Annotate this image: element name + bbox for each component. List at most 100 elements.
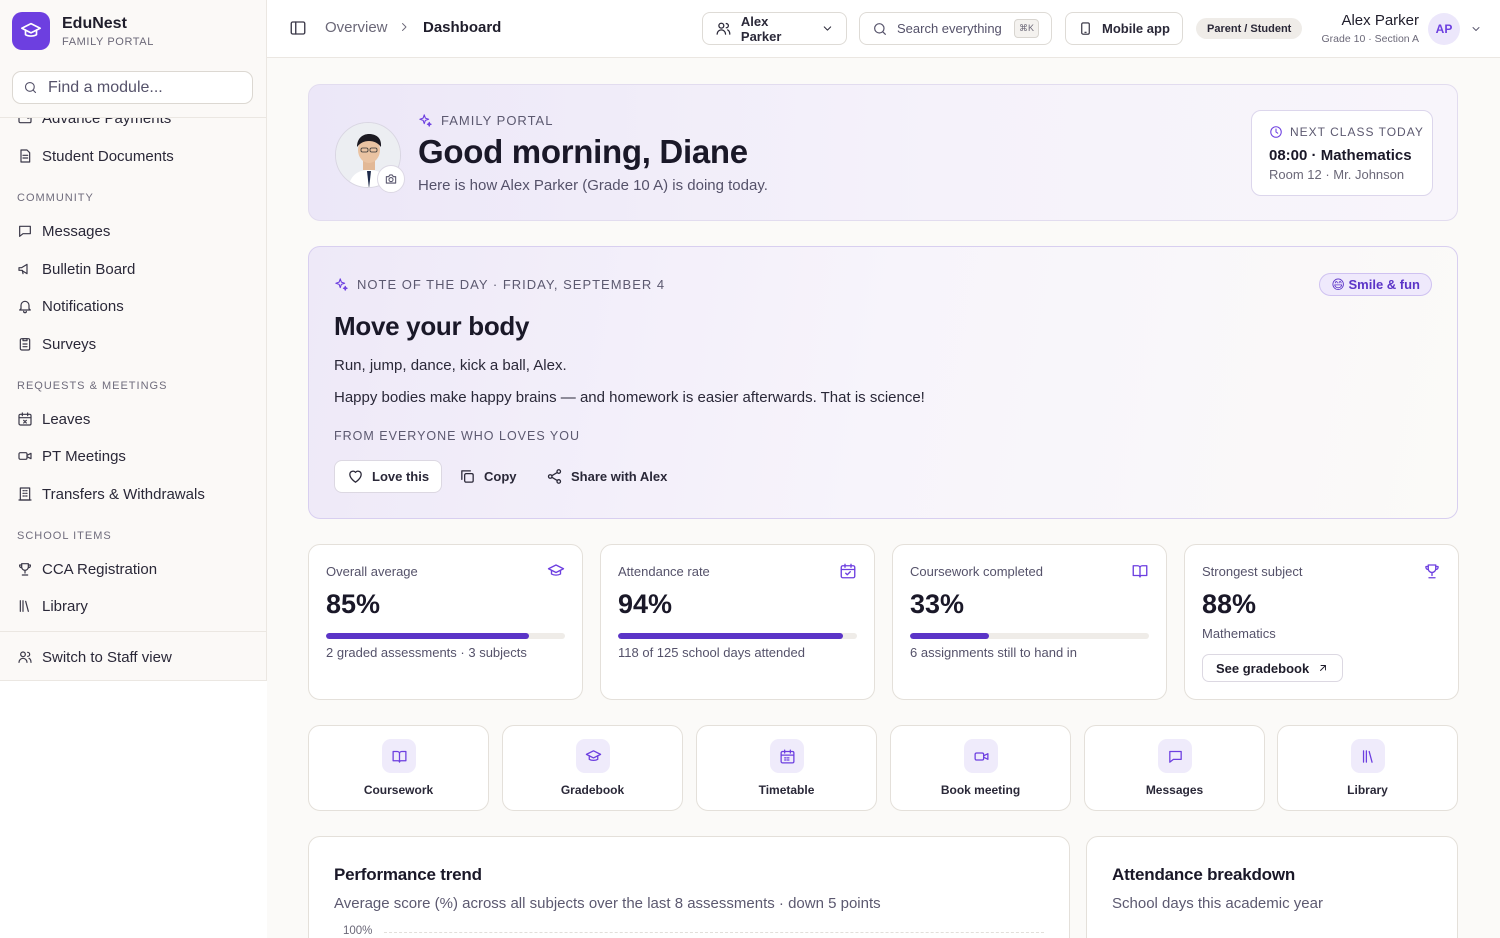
wallet-icon: [18, 118, 32, 124]
sidebar-item-pt-meetings[interactable]: PT Meetings: [17, 445, 126, 467]
sidebar-item-notifications[interactable]: Notifications: [17, 295, 124, 317]
hero-card: FAMILY PORTAL Good morning, Diane Here i…: [308, 84, 1458, 221]
book-open-icon: [1131, 562, 1149, 580]
message-icon: [19, 225, 31, 237]
quick-link-label: Library: [1347, 783, 1388, 797]
gridline: [384, 932, 1044, 933]
stat-foot: Mathematics: [1202, 626, 1276, 641]
quick-link-book-meeting[interactable]: Book meeting: [890, 725, 1071, 811]
sidebar-nav[interactable]: Advance Payments Student Documents COMMU…: [0, 117, 266, 630]
file-icon: [20, 149, 31, 163]
users-icon: [716, 22, 731, 35]
note-eyebrow: NOTE OF THE DAY · FRIDAY, SEPTEMBER 4: [334, 277, 665, 292]
quick-link-timetable[interactable]: Timetable: [696, 725, 877, 811]
calendar-check-icon: [839, 562, 857, 580]
note-from: FROM EVERYONE WHO LOVES YOU: [334, 429, 581, 443]
panel-title: Performance trend: [334, 865, 482, 884]
trophy-icon: [18, 563, 32, 576]
arrow-up-right-icon: [1320, 665, 1327, 671]
stat-card-overall-average[interactable]: Overall average 85% 2 graded assessments…: [308, 544, 583, 700]
search-icon: [874, 22, 886, 35]
sidebar-section-requests: REQUESTS & MEETINGS: [17, 380, 168, 392]
sidebar-item-student-documents[interactable]: Student Documents: [17, 145, 174, 167]
quick-link-coursework[interactable]: Coursework: [308, 725, 489, 811]
student-selector-label: Alex Parker: [740, 13, 782, 44]
sidebar-item-transfers[interactable]: Transfers & Withdrawals: [17, 483, 205, 505]
video-icon: [964, 739, 998, 773]
sidebar-item-label: Student Documents: [42, 147, 174, 165]
brand-name: EduNest: [62, 14, 127, 32]
book-open-icon: [382, 739, 416, 773]
student-selector[interactable]: Alex Parker: [702, 12, 847, 45]
greeting-subtitle: Here is how Alex Parker (Grade 10 A) is …: [418, 177, 768, 194]
library-icon: [1351, 739, 1385, 773]
global-search-button[interactable]: Search everything ⌘K: [859, 12, 1052, 45]
sidebar-item-label: Leaves: [42, 410, 91, 428]
global-search-label: Search everything: [897, 21, 1002, 36]
stat-card-strongest-subject[interactable]: Strongest subject 88% Mathematics See gr…: [1184, 544, 1459, 700]
sidebar-item-label: Messages: [42, 222, 111, 240]
camera-icon[interactable]: [377, 165, 405, 193]
share-button[interactable]: Share with Alex: [534, 460, 679, 493]
mobile-app-button[interactable]: Mobile app: [1065, 12, 1183, 45]
stat-foot: 118 of 125 school days attended: [618, 645, 805, 660]
bell-icon: [19, 300, 31, 314]
sidebar-item-surveys[interactable]: Surveys: [17, 333, 96, 355]
sidebar-item-bulletin-board[interactable]: Bulletin Board: [17, 258, 135, 280]
sidebar-item-messages[interactable]: Messages: [17, 220, 110, 242]
switch-staff-view-link[interactable]: Switch to Staff view: [17, 646, 172, 668]
stat-label: Overall average: [326, 564, 418, 579]
copy-button[interactable]: Copy: [447, 460, 529, 493]
sidebar-item-label: Transfers & Withdrawals: [42, 485, 205, 503]
next-class-sub: Room 12 · Mr. Johnson: [1269, 167, 1405, 182]
sidebar-section-school-items: SCHOOL ITEMS: [17, 530, 112, 542]
quick-link-gradebook[interactable]: Gradebook: [502, 725, 683, 811]
sidebar-item-label: Advance Payments: [42, 117, 172, 127]
graduation-cap-icon: [547, 562, 565, 580]
module-search-input[interactable]: Find a module...: [12, 71, 253, 104]
sidebar-item-library[interactable]: Library: [17, 595, 88, 617]
quick-link-library[interactable]: Library: [1277, 725, 1458, 811]
share-button-label: Share with Alex: [571, 469, 668, 484]
sidebar-section-community: COMMUNITY: [17, 192, 94, 204]
switch-staff-view-label: Switch to Staff view: [42, 648, 172, 666]
stat-label: Coursework completed: [910, 564, 1043, 579]
next-class-label-text: NEXT CLASS TODAY: [1290, 125, 1424, 139]
chevron-down-icon[interactable]: [1470, 23, 1482, 35]
heart-icon: [349, 470, 362, 483]
graduation-cap-icon: [576, 739, 610, 773]
calendar-x-icon: [18, 412, 32, 426]
see-gradebook-button[interactable]: See gradebook: [1202, 654, 1344, 682]
sidebar-item-advance-payments[interactable]: Advance Payments: [17, 117, 172, 129]
chevron-down-icon: [823, 26, 832, 31]
breadcrumb-overview[interactable]: Overview: [325, 19, 388, 36]
library-icon: [19, 600, 29, 612]
user-name: Alex Parker: [1341, 12, 1419, 29]
building-icon: [18, 487, 32, 501]
progress-bar-fill: [618, 633, 843, 639]
sidebar-footer: Switch to Staff view: [0, 631, 266, 680]
quick-link-label: Timetable: [758, 783, 815, 797]
note-line-2: Happy bodies make happy brains — and hom…: [334, 389, 925, 406]
love-button-label: Love this: [372, 469, 430, 484]
avatar[interactable]: AP: [1428, 13, 1460, 45]
brand[interactable]: EduNest FAMILY PORTAL: [12, 12, 154, 50]
sidebar-toggle-icon[interactable]: [289, 19, 307, 37]
clock-icon: [1270, 126, 1282, 138]
note-eyebrow-text: NOTE OF THE DAY · FRIDAY, SEPTEMBER 4: [357, 277, 666, 292]
stat-foot: 6 assignments still to hand in: [910, 645, 1077, 660]
sidebar-item-leaves[interactable]: Leaves: [17, 408, 90, 430]
search-icon: [24, 81, 37, 94]
sidebar-item-label: PT Meetings: [42, 447, 126, 465]
smartphone-icon: [1081, 22, 1090, 35]
panel-title: Attendance breakdown: [1112, 865, 1296, 884]
stat-card-attendance[interactable]: Attendance rate 94% 118 of 125 school da…: [600, 544, 875, 700]
stat-card-coursework[interactable]: Coursework completed 33% 6 assignments s…: [892, 544, 1167, 700]
next-class-card[interactable]: NEXT CLASS TODAY 08:00 · Mathematics Roo…: [1251, 110, 1433, 196]
quick-link-messages[interactable]: Messages: [1084, 725, 1265, 811]
sidebar-item-label: Library: [42, 597, 88, 615]
love-button[interactable]: Love this: [334, 460, 443, 493]
user-subtitle: Grade 10 · Section A: [1321, 33, 1419, 45]
sidebar-item-cca-registration[interactable]: CCA Registration: [17, 558, 157, 580]
breadcrumb-dashboard: Dashboard: [423, 19, 502, 36]
